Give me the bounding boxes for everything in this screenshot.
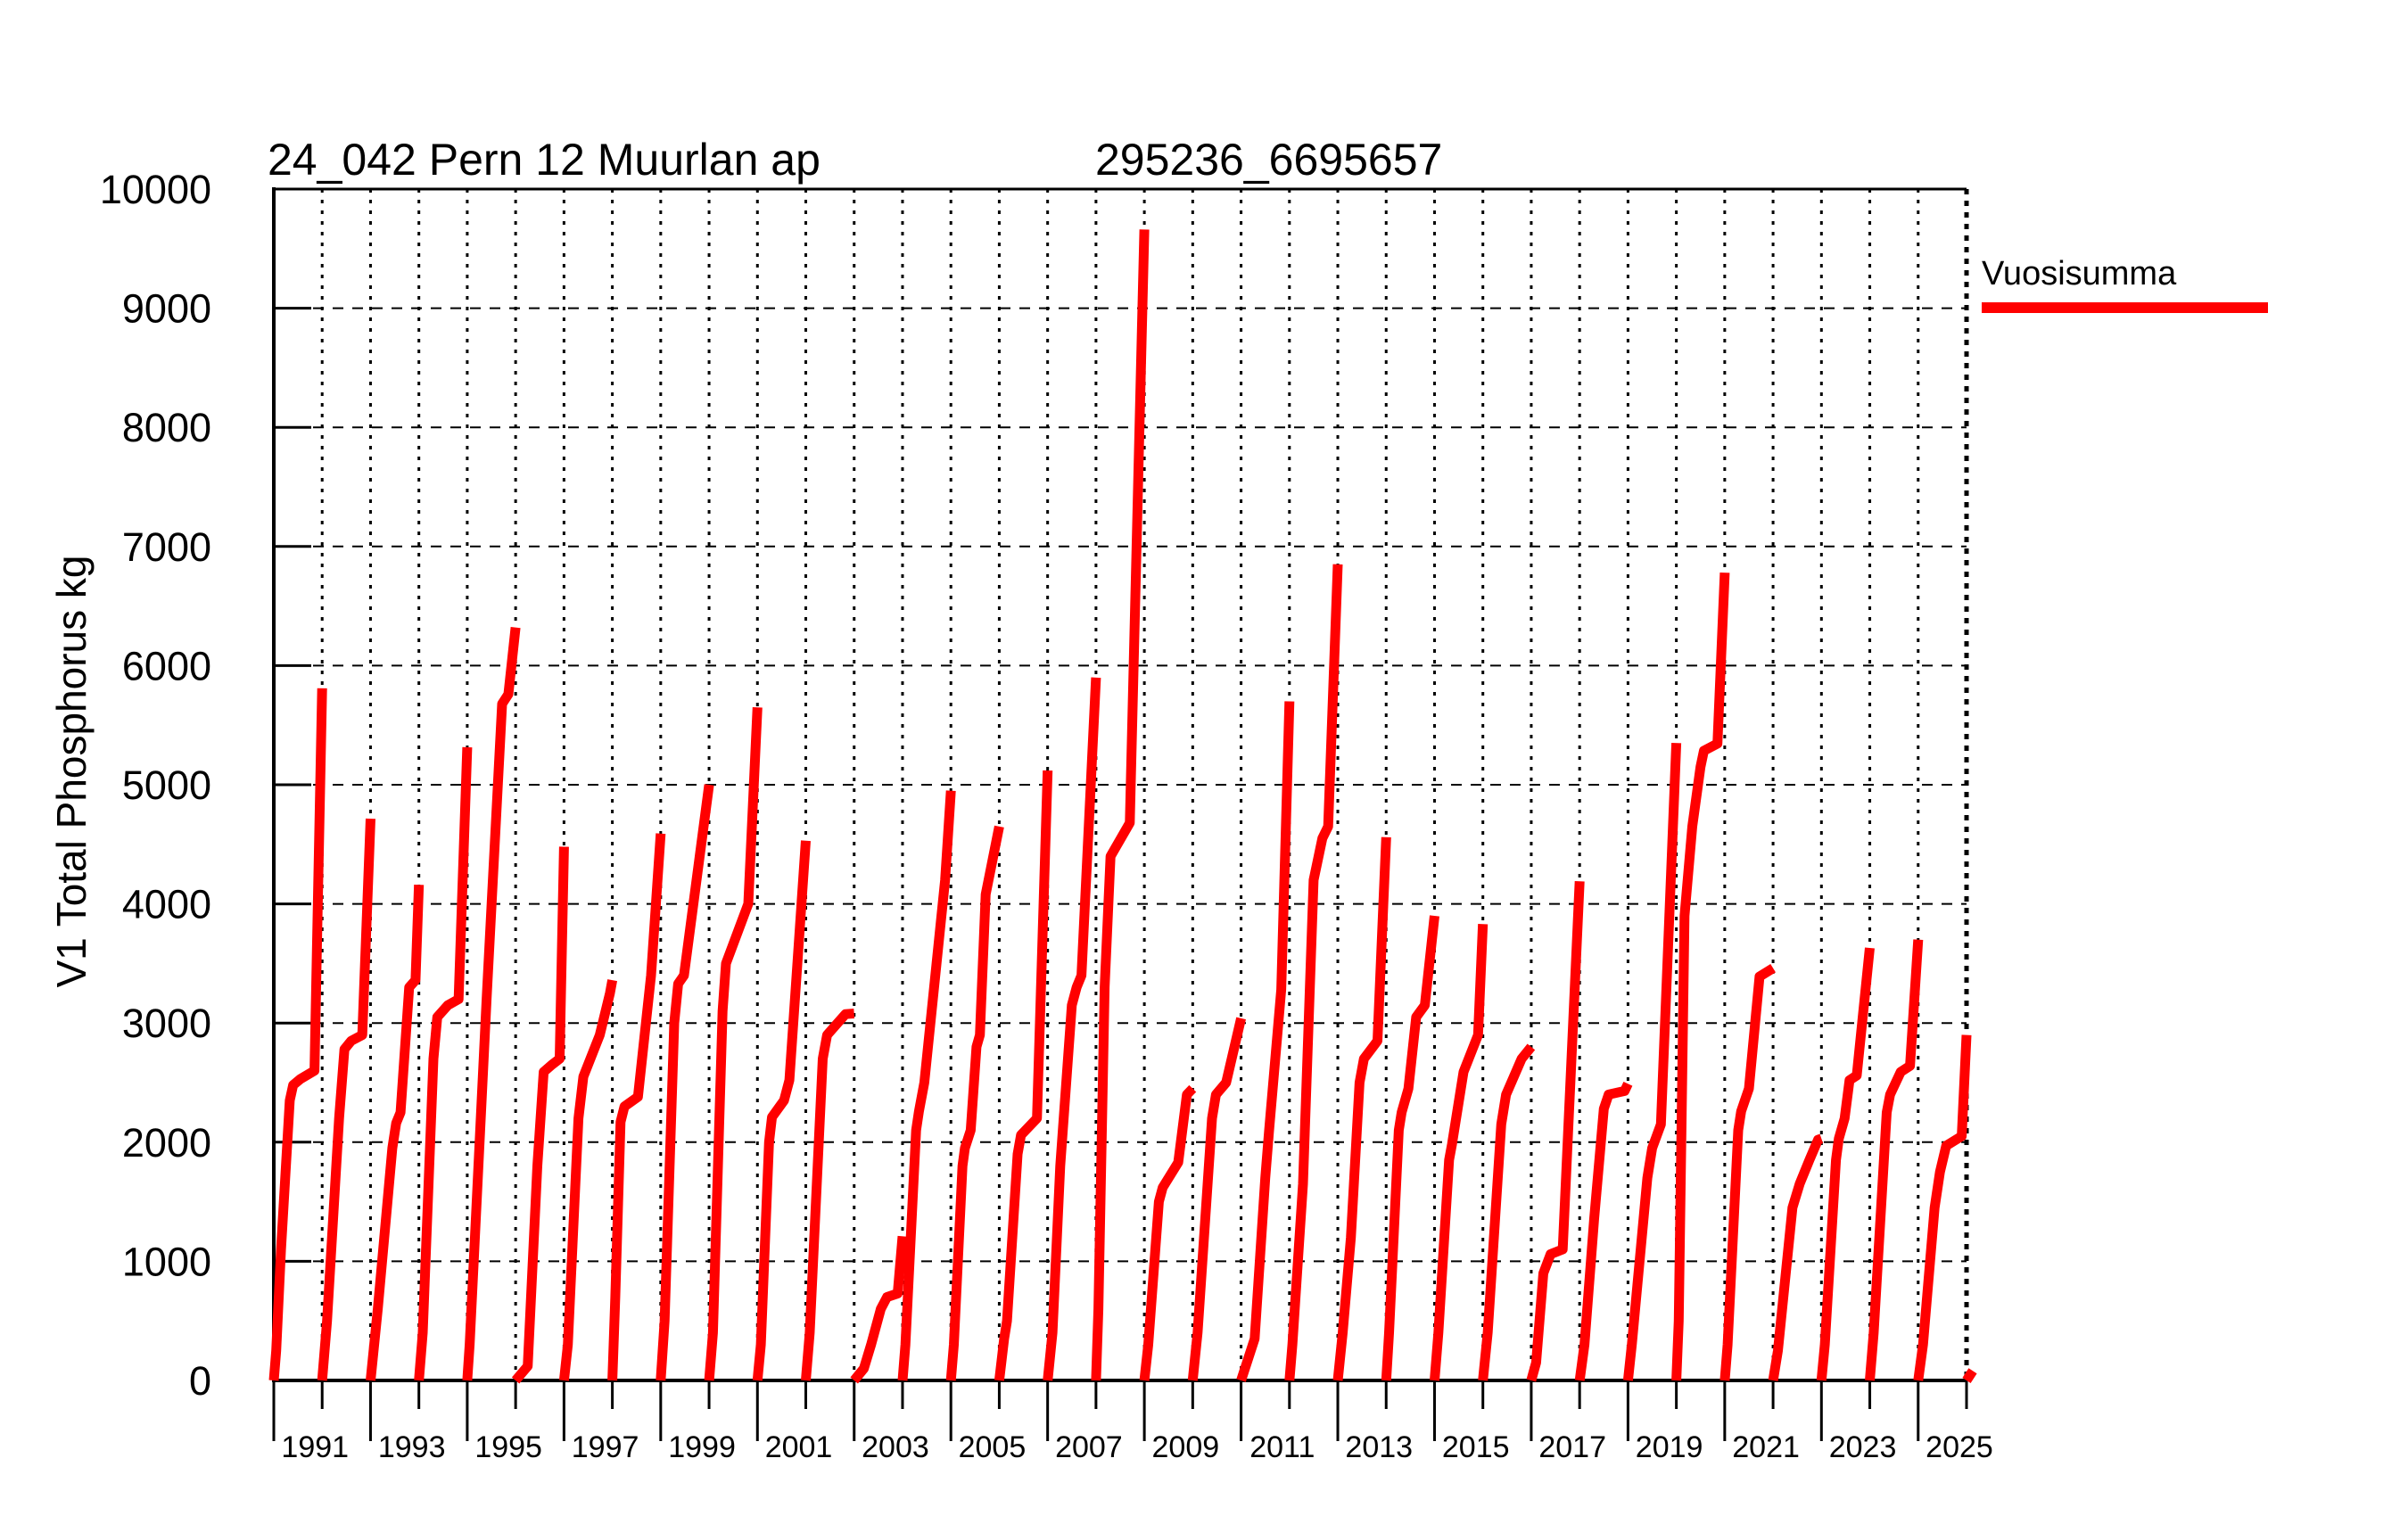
y-tick-label-2000: 2000 xyxy=(122,1120,211,1166)
year-curve-2001 xyxy=(801,1009,855,1381)
x-tick-label-2001: 2001 xyxy=(765,1430,833,1464)
year-curve-2006 xyxy=(1043,677,1101,1381)
x-tick-label-2019: 2019 xyxy=(1636,1430,1703,1464)
y-tick-label-3000: 3000 xyxy=(122,1001,211,1046)
year-curve-1991 xyxy=(317,818,375,1381)
year-curve-2022 xyxy=(1816,947,1875,1381)
y-tick-label-0: 0 xyxy=(189,1358,211,1404)
x-tick-label-2011: 2011 xyxy=(1249,1430,1315,1464)
x-tick-label-1991: 1991 xyxy=(281,1430,349,1464)
year-curve-2017 xyxy=(1574,1081,1633,1381)
y-tick-label-4000: 4000 xyxy=(122,882,211,927)
year-curve-1992 xyxy=(366,885,425,1381)
x-tick-label-1997: 1997 xyxy=(572,1430,639,1464)
x-tick-label-2015: 2015 xyxy=(1442,1430,1510,1464)
year-curve-2003 xyxy=(897,790,956,1381)
year-curve-2007 xyxy=(1091,229,1150,1381)
year-curve-2025 xyxy=(1962,1368,1977,1384)
year-curve-2010 xyxy=(1236,701,1295,1382)
year-curve-1995 xyxy=(511,846,569,1384)
year-curve-2019 xyxy=(1671,572,1730,1381)
x-tick-label-2025: 2025 xyxy=(1926,1430,1993,1464)
legend: Vuosisumma xyxy=(1982,255,2276,313)
y-tick-label-7000: 7000 xyxy=(122,524,211,570)
year-curve-2013 xyxy=(1381,915,1439,1381)
chart-title-coordinates: 295236_6695657 xyxy=(1095,135,1443,185)
y-tick-label-1000: 1000 xyxy=(122,1239,211,1284)
year-curve-1999 xyxy=(704,706,763,1381)
x-tick-label-2013: 2013 xyxy=(1345,1430,1413,1464)
chart-title-station: 24_042 Pern 12 Muurlan ap xyxy=(268,135,821,185)
year-curve-2021 xyxy=(1768,1133,1824,1381)
year-curve-2016 xyxy=(1526,880,1585,1382)
y-axis-title: V1 Total Phosphorus kg xyxy=(48,555,95,988)
y-tick-label-8000: 8000 xyxy=(122,405,211,450)
x-tick-label-2003: 2003 xyxy=(862,1430,929,1464)
year-curve-1994 xyxy=(462,627,521,1381)
x-tick-label-2021: 2021 xyxy=(1732,1430,1800,1464)
year-curve-2024 xyxy=(1913,1034,1972,1381)
year-curve-1997 xyxy=(607,833,666,1381)
year-curve-2004 xyxy=(945,825,1004,1381)
year-curve-2009 xyxy=(1187,1017,1246,1381)
year-curve-1998 xyxy=(656,784,714,1381)
year-curve-2015 xyxy=(1478,1043,1536,1381)
year-curve-2011 xyxy=(1284,564,1343,1381)
legend-label: Vuosisumma xyxy=(1982,255,2177,292)
year-curve-2023 xyxy=(1865,939,1924,1381)
x-tick-label-2005: 2005 xyxy=(959,1430,1027,1464)
x-tick-label-2007: 2007 xyxy=(1055,1430,1123,1464)
year-curve-2012 xyxy=(1332,836,1391,1381)
year-curve-1993 xyxy=(414,746,473,1381)
year-curve-2002 xyxy=(850,1235,908,1384)
x-tick-label-2017: 2017 xyxy=(1538,1430,1606,1464)
legend-line-swatch xyxy=(1982,302,2268,313)
year-curve-2018 xyxy=(1622,742,1682,1381)
y-tick-label-6000: 6000 xyxy=(122,643,211,688)
year-curve-2005 xyxy=(994,770,1053,1381)
x-tick-label-2009: 2009 xyxy=(1152,1430,1220,1464)
x-tick-label-1999: 1999 xyxy=(668,1430,736,1464)
y-tick-label-10000: 10000 xyxy=(100,167,211,212)
year-curve-1996 xyxy=(558,979,618,1381)
y-tick-label-9000: 9000 xyxy=(122,286,211,332)
x-tick-label-2023: 2023 xyxy=(1829,1430,1897,1464)
x-tick-label-1993: 1993 xyxy=(378,1430,446,1464)
year-curve-2014 xyxy=(1430,924,1489,1381)
year-curve-2008 xyxy=(1139,1084,1197,1381)
y-tick-label-5000: 5000 xyxy=(122,762,211,808)
x-tick-label-1995: 1995 xyxy=(474,1430,542,1464)
year-curve-1990 xyxy=(268,688,327,1381)
year-curve-2000 xyxy=(752,840,811,1381)
year-curve-2020 xyxy=(1719,964,1776,1381)
